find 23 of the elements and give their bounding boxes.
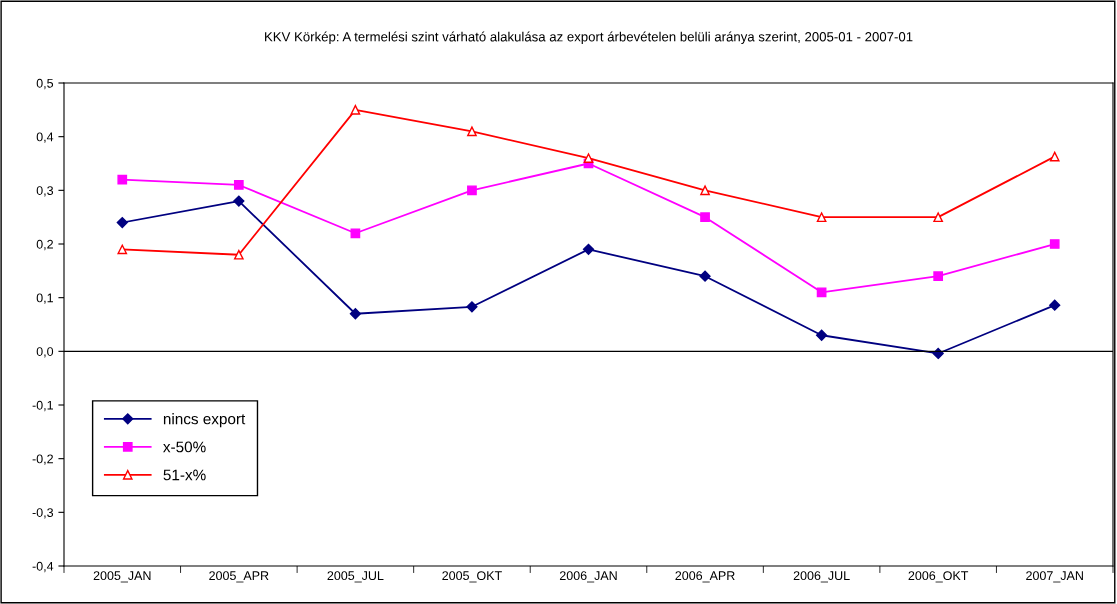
y-tick-label: -0,2 (32, 454, 53, 465)
y-tick-label: 0,3 (36, 186, 54, 197)
legend-label: nincs export (163, 413, 246, 428)
x-tick-label: 2005_JUL (327, 571, 384, 583)
y-tick-label: -0,4 (32, 561, 54, 573)
x-tick-label: 2005_OKT (442, 571, 502, 583)
y-tick-label: -0,3 (32, 508, 54, 519)
x-tick-label: 2005_JAN (93, 571, 151, 583)
y-tick-label: -0,1 (32, 400, 53, 412)
x-tick-label: 2007_JAN (1026, 571, 1083, 583)
y-tick-label: 0,2 (36, 239, 53, 251)
y-tick-label: 0,1 (36, 293, 53, 304)
y-tick-label: 0,4 (36, 132, 54, 143)
x-tick-label: 2005_APR (209, 571, 269, 583)
legend-label: 51-x% (163, 469, 206, 481)
x-tick-label: 2006_JUL (793, 571, 850, 583)
y-tick-label: 0,0 (36, 347, 54, 358)
chart-title: KKV Körkép: A termelési szint várható alakulása az export árbevételen belüli aránya szerint, 2005-01 - 2007-01 (265, 31, 913, 45)
x-tick-label: 2006_JAN (559, 571, 617, 583)
x-tick-label: 2006_APR (675, 571, 735, 583)
y-tick-label: 0,5 (36, 78, 54, 90)
x-tick-label: 2006_OKT (908, 571, 969, 583)
legend-label: x-50% (163, 441, 206, 453)
